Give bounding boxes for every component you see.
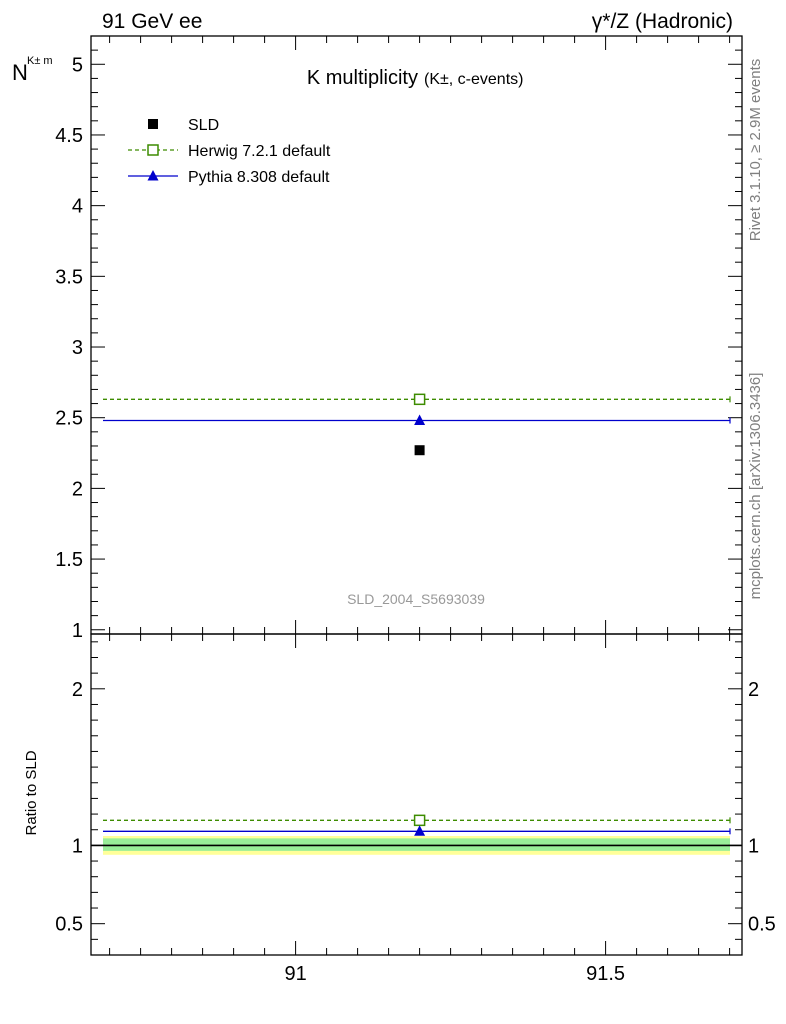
main-title-subtext: (K±, c-events) [424, 71, 523, 88]
ratio-y-tick-label-right: 1 [748, 835, 759, 857]
legend-marker [147, 144, 159, 156]
ratio-frame [90, 633, 743, 956]
main-title-text: K multiplicity [307, 67, 418, 89]
ratio-ylabel: Ratio to SLD [23, 750, 40, 835]
legend-label: Herwig 7.2.1 default [188, 143, 331, 160]
main-y-tick-label: 1.5 [55, 549, 83, 571]
main-y-tick-label: 2 [72, 478, 83, 500]
ratio-y-tick-label: 2 [72, 679, 83, 701]
legend-marker [148, 119, 158, 129]
x-tick-label: 91 [284, 963, 306, 985]
legend-label: Pythia 8.308 default [188, 169, 330, 186]
main-point [413, 393, 426, 406]
rivet-version-label: Rivet 3.1.10, ≥ 2.9M events [747, 59, 764, 242]
ratio-y-tick-label: 0.5 [55, 914, 83, 936]
main-y-tick-label: 1 [72, 620, 83, 642]
main-point [414, 414, 426, 426]
ratio-point [413, 814, 426, 827]
main-plot-panel: 1 1.5 2 2.5 3 3.5 4 4.5 5 [55, 35, 743, 642]
ratio-y-tick-label: 1 [72, 835, 83, 857]
main-ylabel-main: N [12, 60, 28, 85]
ratio-y-tick-label-right: 0.5 [748, 914, 776, 936]
main-y-tick-label: 4.5 [55, 125, 83, 147]
legend-marker [147, 170, 159, 181]
analysis-id-label: SLD_2004_S5693039 [347, 591, 485, 607]
main-y-axis-title: N K± m [12, 55, 53, 85]
main-point [414, 445, 425, 456]
x-tick-label: 91.5 [586, 963, 625, 985]
ratio-plot-panel: 0.5 0.5 1 1 2 2 91 91.5 [55, 633, 776, 985]
ratio-y-tick-label-right: 2 [748, 679, 759, 701]
header-left: 91 GeV ee [102, 10, 202, 33]
main-y-tick-label: 4 [72, 196, 83, 218]
main-y-tick-label: 3 [72, 337, 83, 359]
main-ylabel-sub: K± m [27, 55, 53, 67]
mcplots-label: mcplots.cern.ch [arXiv:1306.3436] [747, 373, 764, 600]
main-y-tick-label: 3.5 [55, 266, 83, 288]
legend-label: SLD [188, 117, 219, 134]
main-y-tick-label: 2.5 [55, 408, 83, 430]
main-title: K multiplicity (K±, c-events) [307, 67, 524, 89]
main-y-tick-label: 5 [72, 54, 83, 76]
legend: SLD Herwig 7.2.1 default Pythia 8.308 defa… [128, 117, 331, 186]
ratio-point [414, 825, 426, 836]
header-right: γ*/Z (Hadronic) [592, 10, 733, 33]
